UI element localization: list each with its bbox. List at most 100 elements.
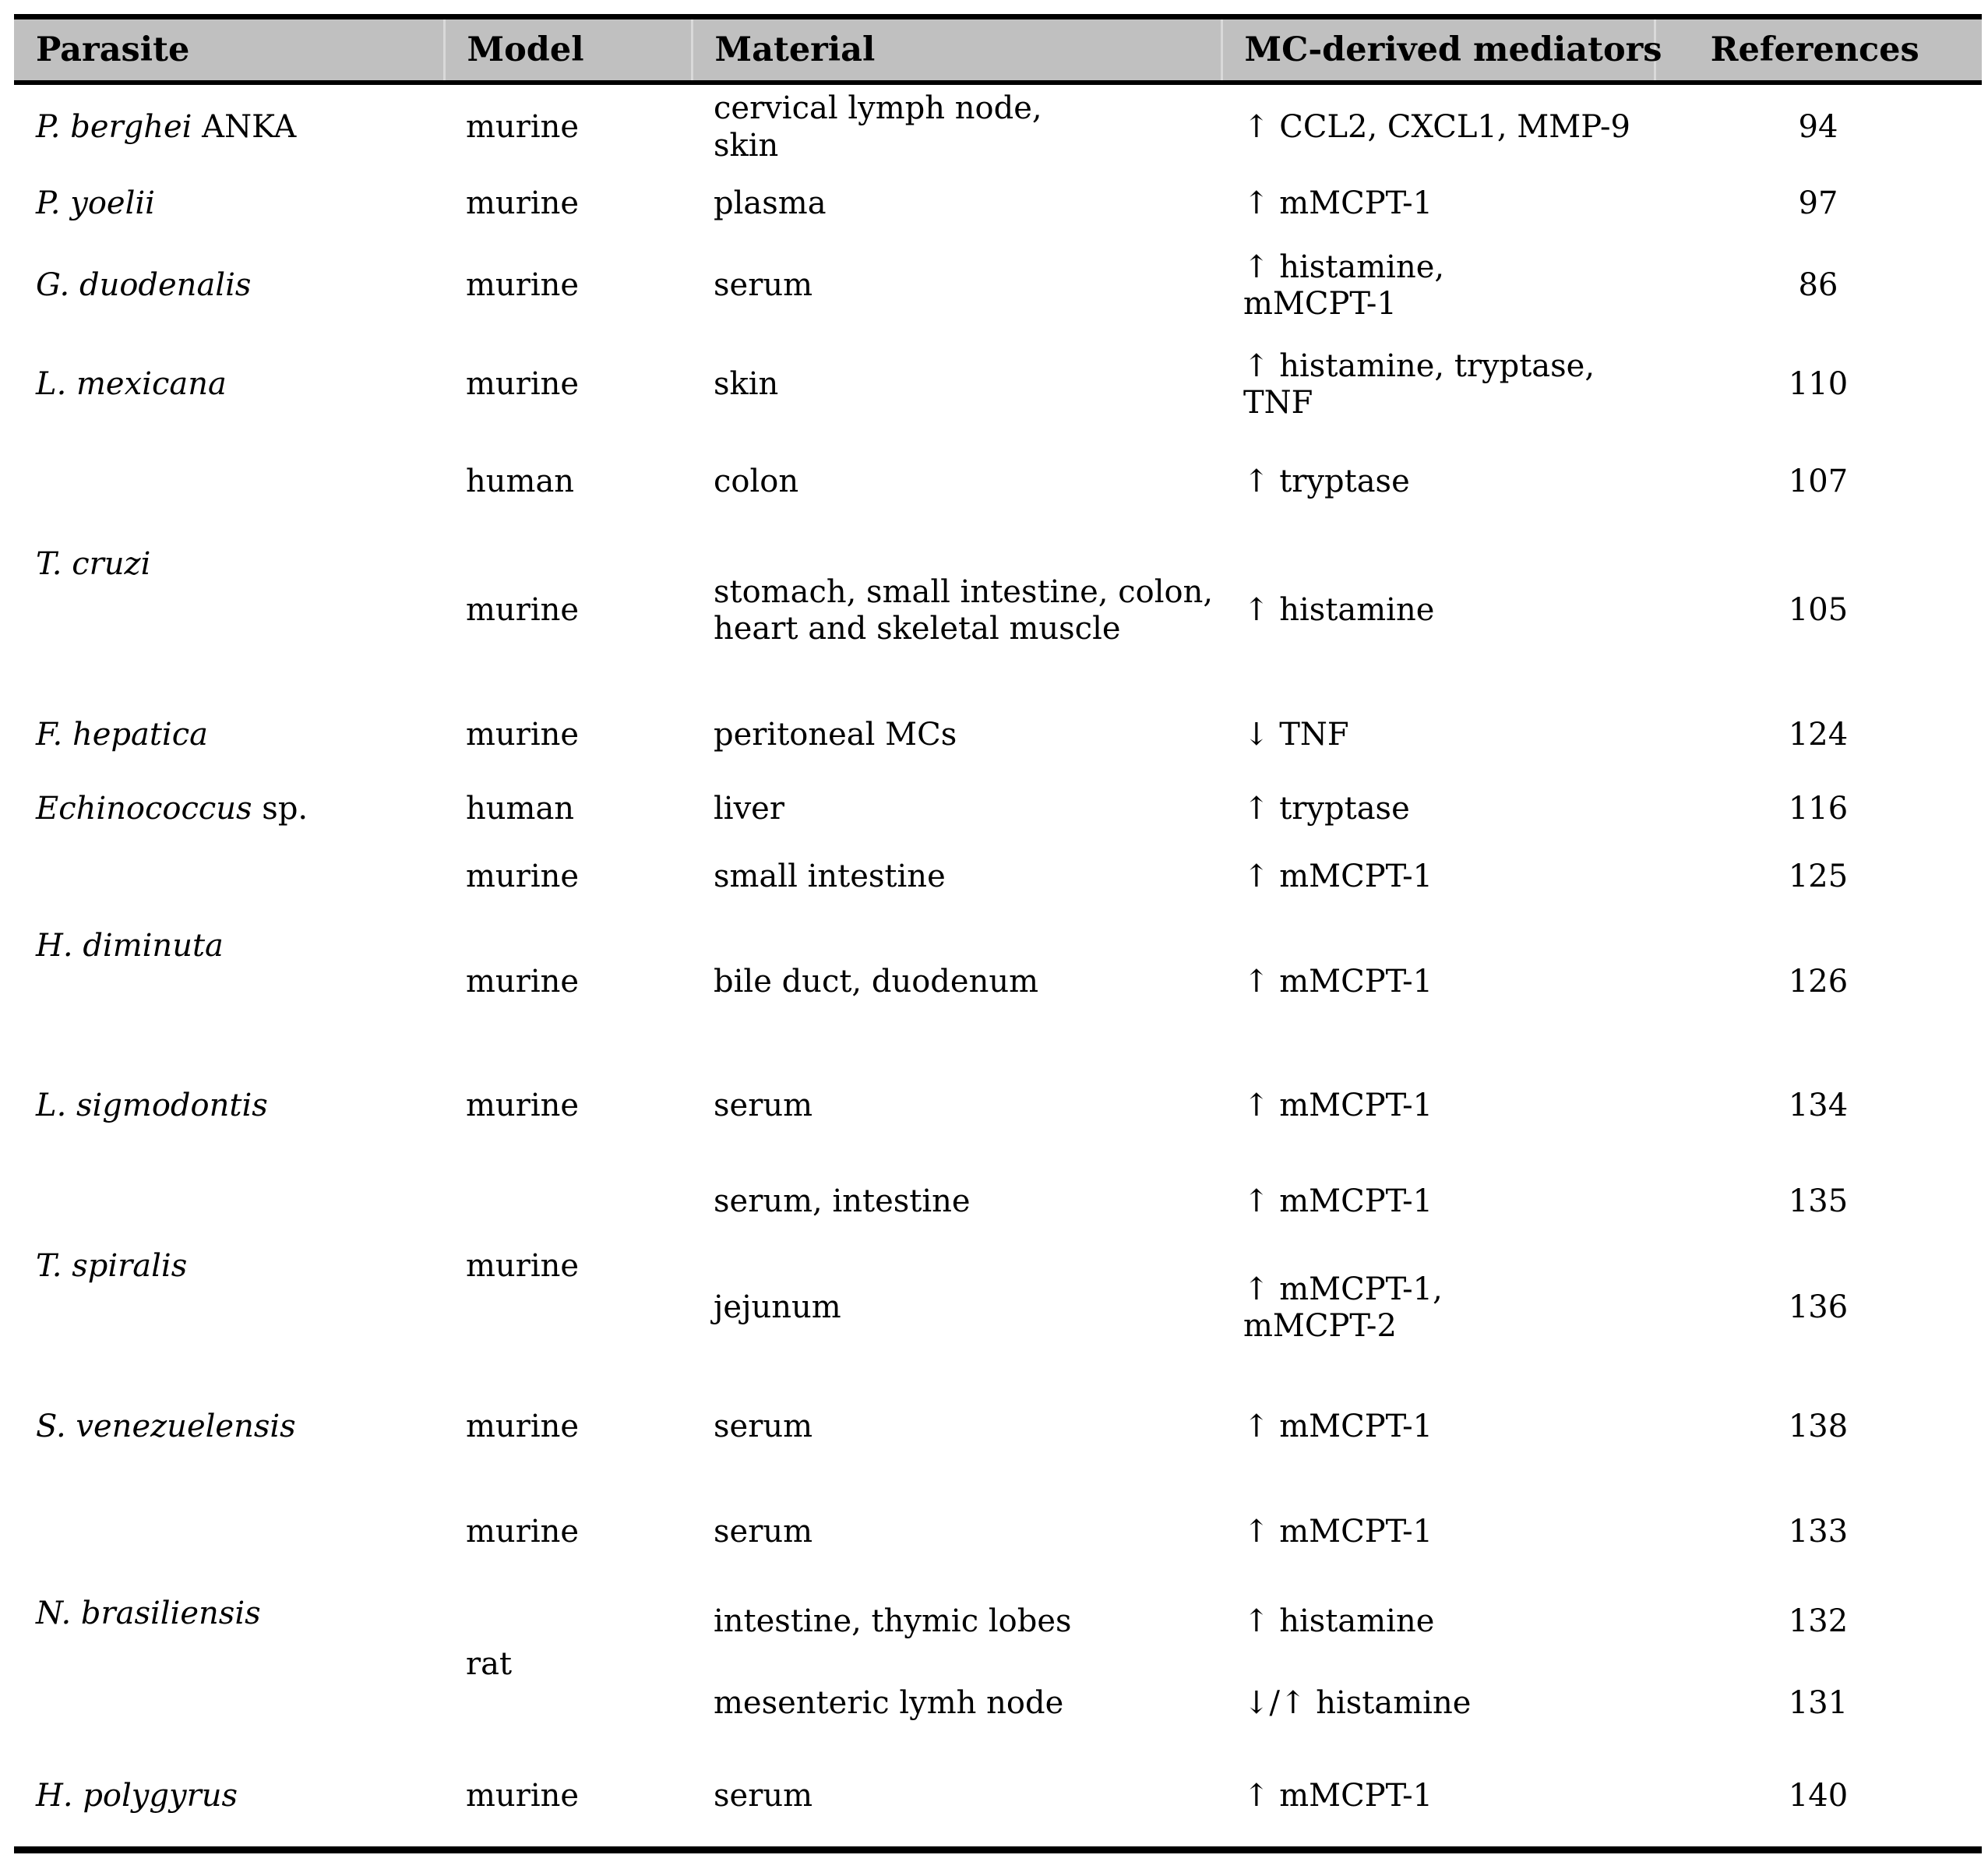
cell-reference: 132 bbox=[1788, 1603, 1849, 1640]
table-row: murine bile duct, duodenum ↑ mMCPT-1 126 bbox=[14, 913, 1982, 1052]
cell-mediators: ↑ histamine, tryptase, TNF bbox=[1243, 347, 1595, 421]
cell-mediators: ↑ mMCPT-1, mMCPT-2 bbox=[1243, 1271, 1443, 1344]
cell-mediators: ↑ CCL2, CXCL1, MMP-9 bbox=[1243, 108, 1630, 145]
parasite-name-italic: H. polygyrus bbox=[36, 1778, 238, 1814]
parasite-name-suffix: sp. bbox=[252, 791, 308, 827]
cell-model: murine bbox=[466, 108, 580, 145]
cell-material: liver bbox=[714, 791, 784, 827]
cell-reference: 135 bbox=[1788, 1183, 1849, 1220]
parasite-name-italic: F. hepatica bbox=[36, 717, 208, 753]
cell-material: serum bbox=[692, 1747, 1221, 1853]
cell-parasite: Echinococcus sp. bbox=[14, 778, 444, 841]
cell-model: murine bbox=[466, 717, 580, 753]
parasite-name-italic: T. spiralis bbox=[36, 1248, 188, 1285]
cell-mediators: ↓ TNF bbox=[1243, 717, 1349, 753]
cell-material: skin bbox=[714, 366, 779, 403]
parasite-name-italic: L. mexicana bbox=[36, 366, 227, 403]
cell-model: murine bbox=[466, 1514, 580, 1550]
cell-model: murine bbox=[466, 1088, 580, 1124]
cell-parasite: H. polygyrus bbox=[14, 1747, 444, 1853]
cell-material: serum bbox=[714, 1409, 813, 1445]
cell-material: serum bbox=[714, 1088, 813, 1124]
cell-model: murine bbox=[466, 366, 580, 403]
cell-mediators: ↑ histamine, mMCPT-1 bbox=[1243, 249, 1445, 322]
cell-reference: 110 bbox=[1788, 366, 1849, 403]
table-row: L. mexicana murine skin ↑ histamine, try… bbox=[14, 333, 1982, 436]
cell-model: murine bbox=[444, 1747, 692, 1853]
table-row: P. berghei ANKA murine cervical lymph no… bbox=[14, 83, 1982, 170]
cell-reference: 125 bbox=[1788, 859, 1849, 895]
cell-mediators: ↑ mMCPT-1 bbox=[1243, 1088, 1433, 1124]
parasite-name-italic: P. berghei bbox=[36, 108, 192, 145]
cell-reference: 94 bbox=[1798, 108, 1838, 145]
table-row: H. polygyrus murine serum ↑ mMCPT-1 140 bbox=[14, 1747, 1982, 1853]
cell-mediators: ↑ mMCPT-1 bbox=[1243, 1514, 1433, 1550]
cell-parasite: N. brasiliensis bbox=[14, 1482, 444, 1747]
cell-reference: 86 bbox=[1798, 267, 1838, 304]
parasite-name-italic: P. yoelii bbox=[36, 185, 155, 222]
cell-material: stomach, small intestine, colon, heart a… bbox=[714, 573, 1214, 647]
cell-parasite: S. venezuelensis bbox=[14, 1373, 444, 1482]
table-row: murine stomach, small intestine, colon, … bbox=[14, 528, 1982, 693]
cell-material: serum, intestine bbox=[714, 1183, 971, 1220]
cell-parasite: F. hepatica bbox=[14, 693, 444, 778]
column-header-references: References bbox=[1653, 14, 1982, 85]
parasite-name-italic: T. cruzi bbox=[36, 546, 151, 583]
cell-material: serum bbox=[714, 1514, 813, 1550]
cell-mediators: ↑ mMCPT-1 bbox=[1243, 1409, 1433, 1445]
parasite-name-suffix: ANKA bbox=[192, 108, 297, 145]
column-header-mediators: MC-derived mediators bbox=[1220, 14, 1662, 85]
cell-mediators: ↑ tryptase bbox=[1243, 791, 1410, 827]
table-row: mesenteric lymh node ↓/↑ histamine 131 bbox=[14, 1661, 1982, 1747]
cell-model: human bbox=[466, 791, 575, 827]
cell-model: murine bbox=[466, 1248, 580, 1285]
cell-material: jejunum bbox=[714, 1289, 841, 1326]
cell-material: mesenteric lymh node bbox=[714, 1685, 1064, 1722]
table-row: Echinococcus sp. human liver ↑ tryptase … bbox=[14, 778, 1982, 841]
cell-reference: 126 bbox=[1788, 964, 1849, 1000]
cell-reference: 107 bbox=[1788, 464, 1849, 500]
cell-reference: 138 bbox=[1788, 1409, 1849, 1445]
cell-reference: 97 bbox=[1798, 185, 1838, 222]
parasite-mediators-table: Parasite Model Material MC-derived media… bbox=[14, 14, 1982, 1853]
cell-model: murine bbox=[466, 1409, 580, 1445]
cell-material: intestine, thymic lobes bbox=[714, 1603, 1072, 1640]
cell-reference: 131 bbox=[1788, 1685, 1849, 1722]
cell-mediators: ↑ mMCPT-1 bbox=[1243, 859, 1433, 895]
table-row: jejunum ↑ mMCPT-1, mMCPT-2 136 bbox=[14, 1243, 1982, 1373]
cell-parasite: L. mexicana bbox=[14, 333, 444, 436]
cell-parasite: G. duodenalis bbox=[14, 238, 444, 333]
cell-material: serum bbox=[714, 267, 813, 304]
parasite-name-italic: L. sigmodontis bbox=[36, 1088, 268, 1124]
table-row: N. brasiliensis murine serum ↑ mMCPT-1 1… bbox=[14, 1482, 1982, 1631]
cell-model: murine bbox=[466, 267, 580, 304]
table-row: P. yoelii murine plasma ↑ mMCPT-1 97 bbox=[14, 170, 1982, 238]
cell-material: plasma bbox=[714, 185, 827, 222]
table-header: Parasite Model Material MC-derived media… bbox=[14, 14, 1982, 85]
table-row: G. duodenalis murine serum ↑ histamine, … bbox=[14, 238, 1982, 333]
parasite-name-italic: S. venezuelensis bbox=[36, 1409, 296, 1445]
cell-model: murine bbox=[466, 964, 580, 1000]
cell-material: small intestine bbox=[714, 859, 946, 895]
table-row: F. hepatica murine peritoneal MCs ↓ TNF … bbox=[14, 693, 1982, 778]
cell-parasite: H. diminuta bbox=[14, 841, 444, 1052]
cell-model: murine bbox=[466, 185, 580, 222]
parasite-name-italic: G. duodenalis bbox=[36, 267, 252, 304]
table-row: T. cruzi human colon ↑ tryptase 107 bbox=[14, 436, 1982, 582]
parasite-name-italic: Echinococcus bbox=[36, 791, 252, 827]
cell-parasite: P. berghei ANKA bbox=[14, 83, 444, 170]
column-header-material: Material bbox=[690, 14, 1221, 85]
cell-reference: 105 bbox=[1788, 592, 1849, 629]
header-row: Parasite Model Material MC-derived media… bbox=[14, 14, 1982, 85]
table-body: P. berghei ANKA murine cervical lymph no… bbox=[14, 83, 1982, 1853]
table-row: S. venezuelensis murine serum ↑ mMCPT-1 … bbox=[14, 1373, 1982, 1482]
cell-reference: 124 bbox=[1788, 717, 1849, 753]
paper-table-page: Parasite Model Material MC-derived media… bbox=[0, 14, 1988, 1876]
parasite-name-italic: N. brasiliensis bbox=[36, 1596, 261, 1632]
cell-model: rat bbox=[466, 1646, 513, 1683]
cell-reference: 136 bbox=[1788, 1289, 1849, 1326]
cell-material: peritoneal MCs bbox=[714, 717, 957, 753]
cell-mediators: ↑ histamine bbox=[1243, 1603, 1435, 1640]
cell-model: murine bbox=[466, 592, 580, 629]
cell-reference: 116 bbox=[1788, 791, 1849, 827]
